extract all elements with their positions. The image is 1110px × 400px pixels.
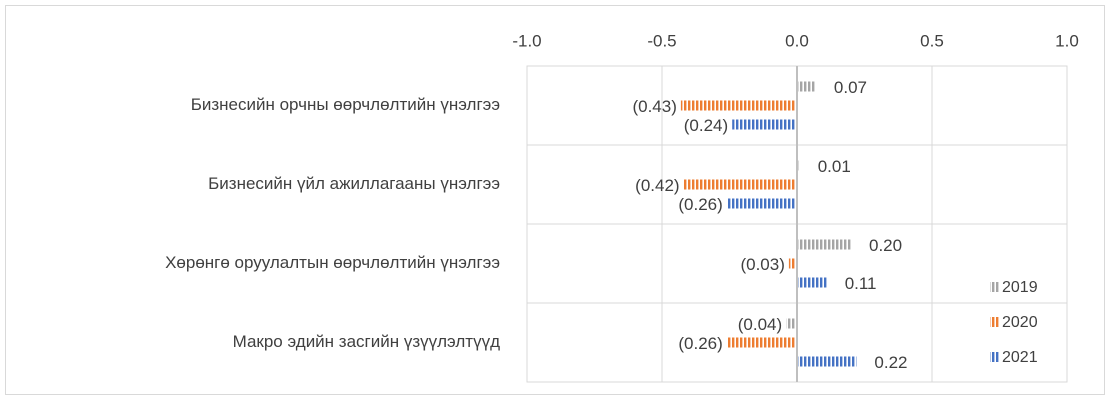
- data-label: (0.26): [678, 334, 722, 353]
- data-label: (0.43): [632, 97, 676, 116]
- data-label: 0.01: [818, 157, 851, 176]
- data-label: (0.24): [684, 116, 728, 135]
- chart-frame: [5, 5, 1105, 395]
- legend-label: 2019: [1002, 279, 1038, 296]
- x-tick-label: 1.0: [1055, 31, 1079, 50]
- x-tick-label: -1.0: [512, 31, 541, 50]
- x-tick-label: 0.0: [785, 31, 809, 50]
- category-label: Хөрөнгө оруулалтын өөрчлөлтийн үнэлгээ: [165, 253, 500, 272]
- category-label: Макро эдийн засгийн үзүүлэлтүүд: [233, 332, 500, 351]
- bar: [797, 277, 827, 288]
- bar: [726, 198, 797, 209]
- bar: [797, 160, 800, 171]
- bar: [797, 239, 851, 250]
- data-label: 0.07: [834, 78, 867, 97]
- bar: [797, 81, 816, 92]
- x-tick-label: -0.5: [647, 31, 676, 50]
- legend-swatch: [990, 317, 1000, 327]
- data-label: 0.20: [869, 236, 902, 255]
- bar: [786, 318, 797, 329]
- legend-swatch: [990, 282, 1000, 292]
- x-tick-label: 0.5: [920, 31, 944, 50]
- data-label: (0.26): [678, 195, 722, 214]
- legend: 2019 2020 2021: [990, 279, 1038, 366]
- category-label: Бизнесийн үйл ажиллагааны үнэлгээ: [208, 174, 500, 193]
- legend-label: 2020: [1002, 314, 1038, 331]
- bar: [680, 100, 797, 111]
- bar: [732, 119, 797, 130]
- bar: [797, 356, 857, 367]
- bar: [788, 258, 797, 269]
- data-label: (0.04): [738, 315, 782, 334]
- category-label: Бизнесийн орчны өөрчлөлтийн үнэлгээ: [191, 95, 500, 114]
- data-label: (0.42): [635, 176, 679, 195]
- data-label: (0.03): [740, 255, 784, 274]
- legend-label: 2021: [1002, 349, 1038, 366]
- data-label: 0.11: [845, 274, 877, 293]
- legend-swatch: [990, 352, 1000, 362]
- data-label: 0.22: [874, 353, 907, 372]
- bar: [726, 337, 797, 348]
- bar: [683, 179, 797, 190]
